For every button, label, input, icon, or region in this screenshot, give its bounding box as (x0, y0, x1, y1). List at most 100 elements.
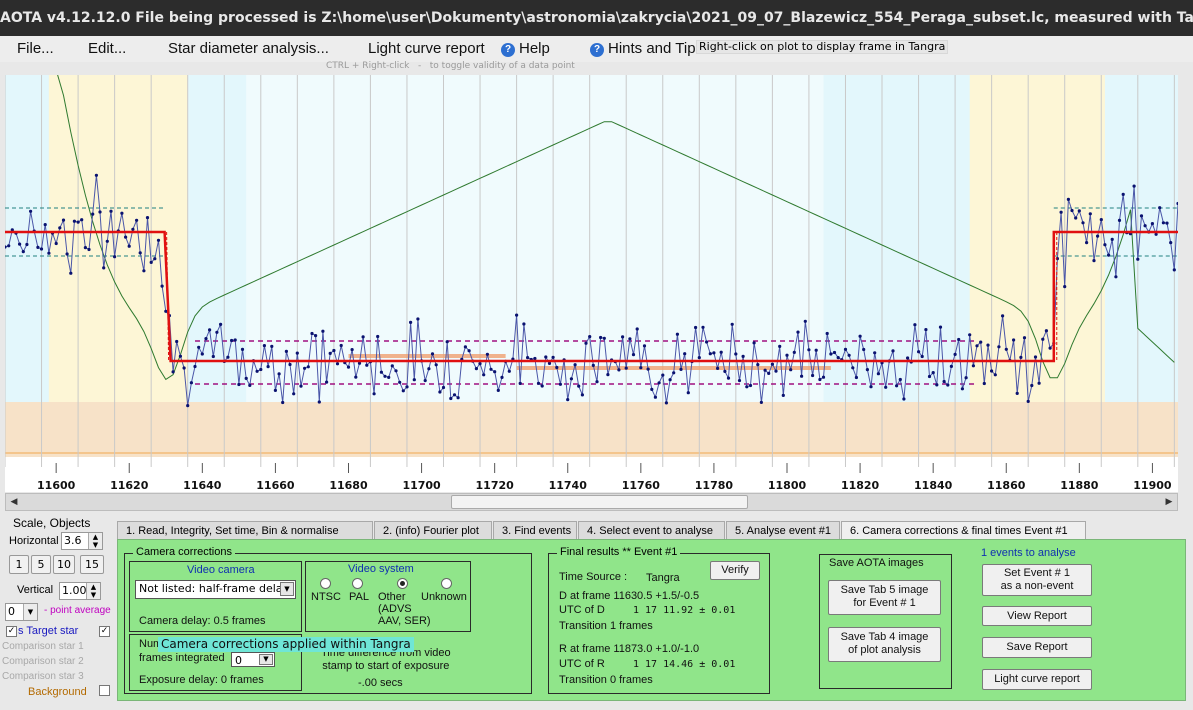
menu-help[interactable]: ? Help (501, 40, 550, 57)
data-point (602, 336, 606, 340)
data-point (175, 339, 179, 344)
data-point (332, 348, 336, 353)
data-point (869, 385, 873, 389)
view-report-button[interactable]: View Report (982, 606, 1092, 626)
menu-hints[interactable]: ? Hints and Tip (590, 40, 696, 57)
data-point (485, 352, 489, 356)
data-point (968, 333, 972, 337)
chevron-down-icon[interactable]: ▼ (259, 654, 273, 665)
radio-ntsc[interactable] (320, 578, 331, 589)
menu-edit[interactable]: Edit... (88, 40, 127, 57)
save-tab4-image-button[interactable]: Save Tab 4 image of plot analysis (828, 627, 941, 662)
event-region-band (246, 75, 824, 402)
data-point (409, 320, 413, 324)
tab-analyse-event[interactable]: 5. Analyse event #1 (726, 521, 840, 540)
chevron-down-icon[interactable]: ▼ (23, 604, 37, 620)
baseline-region-band (969, 75, 1105, 402)
data-point (76, 220, 80, 224)
tab-select-event[interactable]: 4. Select event to analyse (578, 521, 725, 540)
pal-label: PAL (349, 591, 369, 603)
data-point (836, 356, 840, 360)
tab-find-events[interactable]: 3. Find events (493, 521, 577, 540)
data-point (1158, 206, 1162, 210)
data-point (372, 392, 376, 396)
camera-corrections-group: Camera corrections (124, 546, 532, 694)
data-point (975, 344, 979, 348)
data-point (507, 369, 511, 373)
x-tick-label: 11720 (476, 479, 515, 492)
data-point (325, 380, 329, 384)
data-point (350, 348, 354, 352)
scroll-left-icon[interactable]: ◀ (10, 497, 18, 507)
data-point (829, 352, 833, 356)
scale-button-15[interactable]: 15 (80, 555, 104, 574)
scale-button-5[interactable]: 5 (31, 555, 51, 574)
data-point (98, 210, 102, 214)
data-point (361, 335, 365, 339)
data-point (646, 367, 650, 371)
radio-unknown[interactable] (441, 578, 452, 589)
data-point (741, 354, 745, 358)
data-point (927, 374, 932, 379)
menu-light-curve-report[interactable]: Light curve report (368, 40, 485, 57)
chevron-down-icon[interactable]: ▼ (280, 582, 294, 596)
data-point (800, 374, 804, 378)
background-checkbox[interactable] (99, 685, 110, 696)
scale-button-1[interactable]: 1 (9, 555, 29, 574)
data-point (72, 219, 76, 223)
d-edge-marker (166, 231, 170, 362)
data-point (193, 364, 197, 369)
save-report-button[interactable]: Save Report (982, 637, 1092, 658)
scroll-thumb[interactable] (451, 495, 748, 509)
data-point (522, 322, 526, 326)
save-tab5-image-button[interactable]: Save Tab 5 image for Event # 1 (828, 580, 941, 615)
data-point (120, 211, 124, 215)
frames-integrated-select[interactable]: 0 ▼ (231, 652, 275, 667)
camera-select[interactable]: Not listed: half-frame delay ▼ (135, 580, 296, 599)
plot-scrollbar[interactable]: ◀ ▶ (5, 493, 1178, 511)
tab-fourier-plot[interactable]: 2. (info) Fourier plot (374, 521, 492, 540)
data-point (54, 241, 58, 246)
verify-button[interactable]: Verify (710, 561, 760, 580)
target-star-visible-checkbox[interactable]: ✓ (99, 626, 110, 637)
vertical-scale-spinner[interactable]: 1.00 ▲ ▼ (59, 582, 101, 600)
data-point (383, 374, 387, 378)
data-point (91, 212, 95, 216)
data-point (913, 323, 917, 327)
menu-file[interactable]: File... (17, 40, 54, 57)
tab-camera-corrections[interactable]: 6. Camera corrections & final times Even… (841, 521, 1086, 540)
data-point (1092, 259, 1096, 263)
data-point (1110, 237, 1114, 241)
data-point (1154, 232, 1158, 236)
horizontal-scale-spinner[interactable]: 3.6 ▲ ▼ (61, 532, 103, 550)
data-point (299, 384, 303, 388)
data-point (957, 337, 961, 342)
data-point (335, 362, 340, 366)
data-point (672, 371, 676, 375)
data-point (737, 379, 742, 383)
target-star-label: s Target star (18, 625, 79, 637)
data-point (328, 351, 332, 355)
data-point (1063, 285, 1067, 289)
scroll-right-icon[interactable]: ▶ (1165, 497, 1173, 507)
data-point (536, 381, 541, 385)
data-point (1001, 314, 1005, 318)
spinner-arrows-icon[interactable]: ▲ ▼ (86, 583, 100, 599)
set-non-event-button[interactable]: Set Event # 1 as a non-event (982, 564, 1092, 596)
data-point (427, 367, 431, 371)
x-tick-label: 11600 (37, 479, 76, 492)
scale-button-10[interactable]: 10 (53, 555, 75, 574)
radio-other[interactable] (397, 578, 408, 589)
tab-read-integrity[interactable]: 1. Read, Integrity, Set time, Bin & norm… (117, 521, 373, 540)
spinner-arrows-icon[interactable]: ▲ ▼ (88, 533, 102, 549)
data-point (36, 245, 40, 249)
radio-pal[interactable] (352, 578, 363, 589)
data-point (496, 388, 500, 392)
menu-star-diameter[interactable]: Star diameter analysis... (168, 40, 329, 57)
data-point (379, 370, 383, 374)
light-curve-report-button[interactable]: Light curve report (982, 669, 1092, 690)
point-average-select[interactable]: 0 ▼ (5, 603, 38, 621)
light-curve-plot[interactable]: 11600 11620 11640 11660 11680 11700 11720 11740… (5, 75, 1178, 492)
target-star-checkbox[interactable]: ✓ (6, 626, 17, 637)
camera-corrections-tooltip: Camera corrections applied within Tangra (158, 637, 414, 652)
